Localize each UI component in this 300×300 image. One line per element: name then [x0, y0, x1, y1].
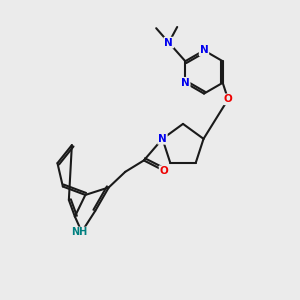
Text: N: N	[200, 45, 208, 56]
Text: N: N	[181, 78, 190, 88]
Text: NH: NH	[71, 227, 88, 237]
Text: N: N	[164, 38, 173, 48]
Text: O: O	[160, 166, 168, 176]
Text: N: N	[158, 134, 167, 144]
Text: O: O	[224, 94, 233, 104]
